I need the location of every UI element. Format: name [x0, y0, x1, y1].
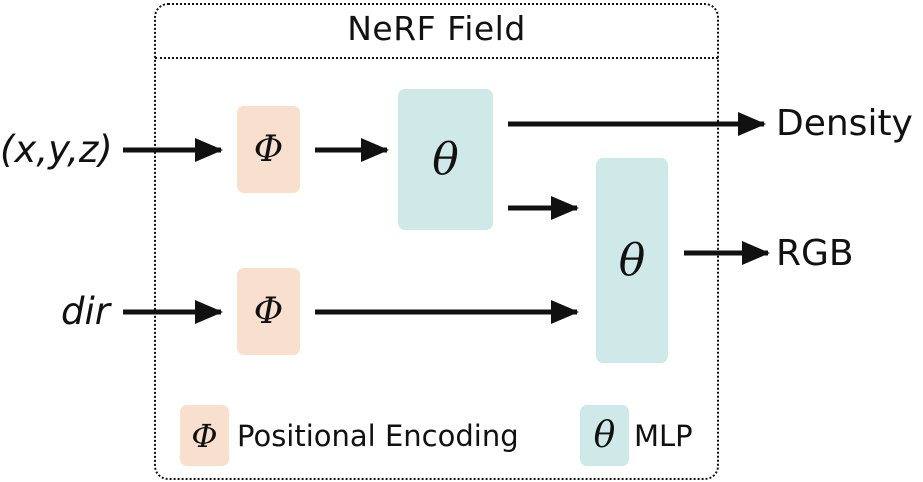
output-rgb-label: RGB — [776, 233, 854, 274]
input-direction-label: dir — [61, 290, 110, 333]
legend-encoding-label: Positional Encoding — [237, 419, 519, 453]
direction-encoding-block: Φ — [237, 268, 300, 355]
frame-divider — [155, 57, 718, 59]
output-density-label: Density — [776, 103, 913, 144]
nerf-field-frame — [154, 3, 719, 480]
density-mlp-block: θ — [398, 89, 493, 230]
input-position-label: (x,y,z) — [0, 128, 113, 171]
legend-encoding-swatch: Φ — [180, 405, 229, 466]
position-encoding-block: Φ — [237, 106, 300, 193]
color-mlp-block: θ — [596, 158, 668, 363]
legend-mlp-label: MLP — [634, 419, 693, 453]
frame-title: NeRF Field — [347, 9, 526, 48]
arrow-group — [123, 112, 770, 324]
legend-mlp-swatch: θ — [580, 405, 629, 466]
